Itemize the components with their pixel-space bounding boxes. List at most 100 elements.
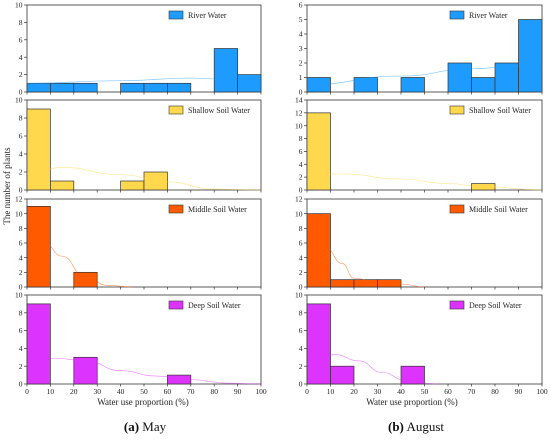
y-tick-label: 8 [299, 224, 303, 233]
histogram-bar [26, 303, 51, 385]
panel-may-river-water: 0 2 4 6 8 10 River Water [15, 1, 262, 97]
histogram-bar [73, 82, 98, 93]
legend-label: River Water [469, 11, 508, 20]
histogram-bar [518, 19, 543, 93]
y-tick-label: 10 [15, 291, 23, 300]
y-tick-label: 2 [299, 362, 303, 371]
density-curve [306, 65, 543, 86]
x-tick-label: 60 [164, 387, 172, 396]
y-tick-label: 0 [299, 380, 303, 389]
y-tick-label: 2 [19, 362, 23, 371]
legend-label: Deep Soil Water [469, 301, 522, 310]
x-tick-label: 100 [536, 387, 548, 396]
y-axis-label: The number of plants [2, 147, 12, 225]
y-tick-label: 3 [299, 44, 303, 53]
histogram-bar [471, 77, 496, 93]
y-tick-label: 2 [299, 268, 303, 277]
y-tick-label: 2 [19, 268, 23, 277]
x-tick-label: 80 [491, 387, 499, 396]
y-tick-label: 0 [299, 88, 303, 97]
x-tick-label: 10 [47, 387, 55, 396]
legend-label: Middle Soil Water [469, 205, 528, 214]
x-tick-label: 90 [234, 387, 242, 396]
legend-label: Middle Soil Water [188, 205, 247, 214]
y-tick-label: 2 [299, 173, 303, 182]
y-tick-label: 0 [299, 283, 303, 292]
histogram-bar [26, 82, 51, 93]
histogram-bar [447, 62, 472, 93]
histogram-bar [400, 365, 425, 385]
x-tick-label: 80 [210, 387, 218, 396]
x-tick-label: 10 [327, 387, 335, 396]
panel-august-river-water: 0 1 2 3 4 5 6 River Water [299, 1, 543, 97]
x-tick-label: 70 [468, 387, 476, 396]
y-tick-label: 4 [299, 253, 303, 262]
y-tick-label: 0 [19, 283, 23, 292]
histogram-bar [26, 108, 51, 191]
y-tick-label: 10 [295, 291, 303, 300]
histogram-bar [73, 356, 98, 385]
histogram-bar [237, 74, 262, 93]
y-tick-label: 12 [295, 195, 303, 204]
y-tick-label: 8 [19, 114, 23, 123]
density-curve [26, 167, 262, 191]
y-tick-label: 4 [299, 160, 303, 169]
caption-august-tag: (b) [388, 419, 404, 434]
legend-swatch [168, 204, 184, 214]
histogram-bar [330, 365, 355, 385]
y-tick-label: 8 [19, 308, 23, 317]
density-curve [306, 354, 437, 385]
density-curve [26, 241, 133, 288]
histogram-bar [26, 205, 51, 288]
legend-swatch [168, 10, 184, 20]
histogram-bar [400, 77, 425, 93]
y-tick-label: 10 [15, 1, 23, 10]
y-tick-label: 10 [295, 121, 303, 130]
legend-swatch [449, 300, 465, 310]
legend-swatch [168, 300, 184, 310]
x-tick-label: 50 [140, 387, 148, 396]
density-curve [26, 357, 262, 385]
y-tick-label: 6 [299, 239, 303, 248]
x-axis-label-may: Water use proportion (%) [97, 397, 189, 407]
histogram-bar [353, 77, 378, 93]
y-tick-label: 8 [19, 18, 23, 27]
y-tick-label: 2 [19, 70, 23, 79]
histogram-bar [213, 48, 238, 93]
x-tick-label: 60 [444, 387, 452, 396]
y-tick-label: 1 [299, 73, 303, 82]
legend-label: Shallow Soil Water [188, 106, 250, 115]
caption-may-tag: (a) [124, 419, 139, 434]
x-tick-label: 30 [93, 387, 101, 396]
y-tick-label: 8 [299, 308, 303, 317]
density-curve [306, 247, 425, 288]
x-tick-label: 0 [305, 387, 309, 396]
y-tick-label: 6 [299, 1, 303, 10]
caption-may-text: May [142, 419, 166, 434]
y-tick-label: 4 [19, 253, 23, 262]
x-tick-label: 50 [421, 387, 429, 396]
y-tick-label: 2 [299, 59, 303, 68]
x-tick-label: 20 [70, 387, 78, 396]
histogram-bar [120, 82, 145, 93]
caption-may: (a) May [124, 419, 167, 434]
x-tick-label: 90 [515, 387, 523, 396]
y-tick-label: 4 [19, 150, 23, 159]
x-tick-label: 40 [397, 387, 405, 396]
density-curve [26, 77, 262, 84]
y-tick-label: 4 [19, 344, 23, 353]
density-curve [306, 173, 543, 191]
y-tick-label: 10 [295, 209, 303, 218]
y-tick-label: 0 [19, 380, 23, 389]
x-tick-label: 30 [374, 387, 382, 396]
histogram-bar [167, 82, 192, 93]
y-tick-label: 12 [295, 108, 303, 117]
legend-swatch [168, 105, 184, 115]
histogram-bar [143, 82, 168, 93]
histogram-bar [330, 279, 355, 288]
panel-may-middle-soil-water: 0 2 4 6 8 10 12 Middle Soil Water [15, 195, 262, 292]
y-tick-label: 10 [15, 96, 23, 105]
panel-august-middle-soil-water: 0 2 4 6 8 10 12 Middle Soil Water [295, 195, 543, 292]
x-tick-label: 0 [25, 387, 29, 396]
